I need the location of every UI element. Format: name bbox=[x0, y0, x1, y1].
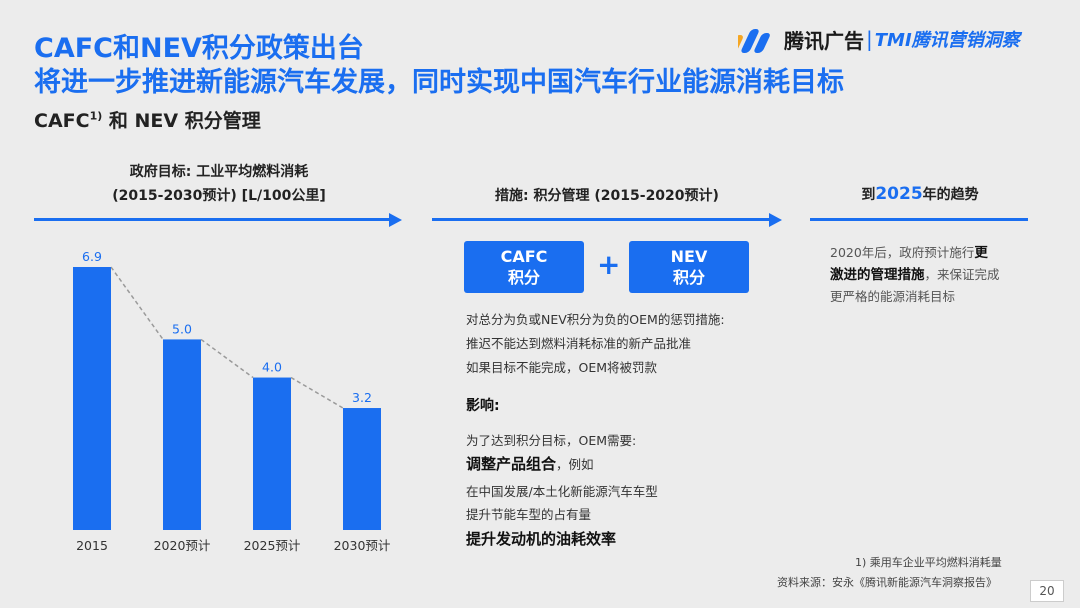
logo-separator: | bbox=[866, 27, 873, 51]
page-title-line1: CAFC和NEV积分政策出台 bbox=[34, 33, 364, 64]
x-axis-tick-label: 2030预计 bbox=[334, 538, 391, 553]
penalty-desc-line: 对总分为负或NEV积分为负的OEM的惩罚措施: bbox=[466, 312, 725, 327]
middle-arrow-head-icon bbox=[769, 213, 782, 227]
right-heading-prefix: 到 bbox=[861, 187, 876, 203]
nev-pill-line2: 积分 bbox=[672, 268, 705, 287]
impact-bold-efficiency: 提升发动机的油耗效率 bbox=[466, 530, 617, 548]
cafc-pill-line1: CAFC bbox=[500, 247, 548, 266]
tencent-ads-logo-icon bbox=[738, 29, 770, 53]
logo-text-tmi: TMI腾讯营销洞察 bbox=[874, 30, 1020, 51]
trend-dashed-line bbox=[200, 338, 254, 379]
x-axis-tick-label: 2015 bbox=[76, 538, 108, 553]
right-heading-suffix: 年的趋势 bbox=[922, 187, 979, 203]
right-column-heading: 到2025年的趋势 bbox=[810, 182, 1030, 207]
right-divider-line bbox=[810, 218, 1028, 221]
nev-pill-line1: NEV bbox=[670, 247, 708, 266]
penalty-desc-line: 推迟不能达到燃料消耗标准的新产品批准 bbox=[466, 336, 692, 351]
bar-2030预计 bbox=[343, 408, 381, 530]
left-column-heading: 政府目标: 工业平均燃料消耗 (2015-2030预计) [L/100公里] bbox=[34, 160, 404, 208]
trend-dashed-line bbox=[110, 266, 164, 340]
left-heading-line2: (2015-2030预计) [L/100公里] bbox=[112, 188, 326, 204]
middle-column-heading: 措施: 积分管理 (2015-2020预计) bbox=[495, 188, 719, 204]
bar-value-label: 4.0 bbox=[262, 360, 282, 375]
trend-description: 2020年后，政府预计施行更激进的管理措施，来保证完成更严格的能源消耗目标 bbox=[830, 242, 1000, 307]
left-arrow-head-icon bbox=[389, 213, 402, 227]
nev-credit-pill: NEV 积分 bbox=[629, 241, 749, 293]
brand-logo: 腾讯广告 | TMI腾讯营销洞察 bbox=[738, 24, 1020, 54]
subtitle-footnote-marker: 1) bbox=[89, 109, 103, 123]
trend-text2: ，来保证完成更严格的能源消耗目标 bbox=[830, 267, 1000, 304]
page-title-line2: 将进一步推进新能源汽车发展，同时实现中国汽车行业能源消耗目标 bbox=[34, 67, 844, 98]
bar-2015 bbox=[73, 267, 111, 530]
footnote: 1) 乘用车企业平均燃料消耗量 bbox=[855, 556, 1002, 569]
left-arrow-line bbox=[34, 218, 390, 221]
impact-example-line: 提升节能车型的占有量 bbox=[466, 507, 592, 522]
x-axis-tick-label: 2025预计 bbox=[244, 538, 301, 553]
subtitle-cafc: CAFC bbox=[34, 110, 90, 132]
plus-icon: + bbox=[597, 248, 621, 281]
cafc-pill-line2: 积分 bbox=[507, 268, 540, 287]
impact-bold-adjust: 调整产品组合 bbox=[466, 455, 557, 473]
fuel-consumption-bar-chart: 6.9 2015 5.0 2020预计 4.0 2025预计 3.2 2030预计 bbox=[73, 249, 391, 553]
bar-value-label: 5.0 bbox=[172, 321, 192, 336]
bar-value-label: 3.2 bbox=[352, 390, 372, 405]
trend-bold: 更激进的管理措施 bbox=[830, 245, 988, 283]
impact-title: 影响: bbox=[466, 398, 500, 414]
source-note: 资料来源：安永《腾讯新能源汽车洞察报告》 bbox=[777, 576, 997, 589]
section-subtitle: CAFC1) 和 NEV 积分管理 bbox=[34, 106, 261, 133]
bar-value-label: 6.9 bbox=[82, 249, 102, 264]
logo-text: 腾讯广告 bbox=[784, 28, 864, 53]
trend-text1: 2020年后，政府预计施行 bbox=[830, 245, 975, 260]
impact-adjust-line: 调整产品组合，例如 bbox=[466, 453, 594, 474]
impact-example-line: 在中国发展/本土化新能源汽车车型 bbox=[466, 484, 658, 499]
right-heading-year: 2025 bbox=[875, 184, 923, 204]
trend-dashed-line bbox=[290, 376, 344, 409]
middle-arrow-line bbox=[432, 218, 770, 221]
bar-2025预计 bbox=[253, 377, 291, 530]
impact-adjust-suffix: ，例如 bbox=[556, 457, 594, 472]
cafc-credit-pill: CAFC 积分 bbox=[464, 241, 584, 293]
subtitle-rest: 和 NEV 积分管理 bbox=[102, 110, 261, 132]
x-axis-tick-label: 2020预计 bbox=[154, 538, 211, 553]
impact-intro: 为了达到积分目标，OEM需要: bbox=[466, 433, 637, 448]
penalty-desc-line: 如果目标不能完成，OEM将被罚款 bbox=[466, 360, 658, 375]
left-heading-line1: 政府目标: 工业平均燃料消耗 bbox=[129, 164, 309, 180]
page-number: 20 bbox=[1030, 580, 1064, 602]
bar-2020预计 bbox=[163, 339, 201, 530]
